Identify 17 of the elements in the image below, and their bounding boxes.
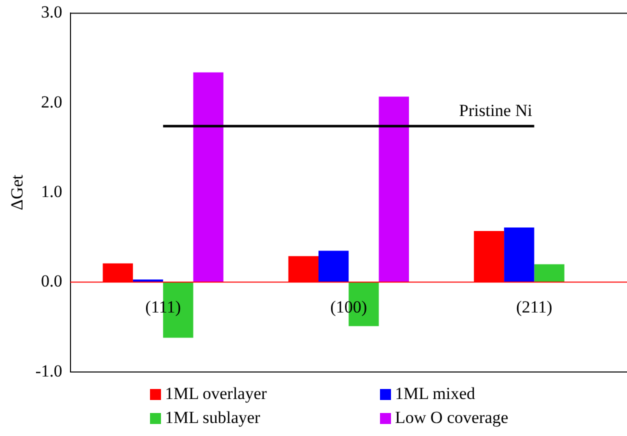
legend-label: 1ML sublayer <box>165 408 260 428</box>
bar <box>318 250 349 282</box>
bar <box>504 227 534 282</box>
bar <box>378 96 409 282</box>
y-tick-label: 2.0 <box>41 92 62 112</box>
legend-label: Low O coverage <box>395 408 508 428</box>
x-tick-label: (211) <box>516 298 552 317</box>
y-tick-label: -1.0 <box>35 361 62 380</box>
y-axis-title: ΔGet <box>8 174 27 210</box>
legend-label: 1ML overlayer <box>165 384 267 404</box>
y-tick-label: 3.0 <box>41 2 62 22</box>
legend-label: 1ML mixed <box>395 384 476 404</box>
bar <box>193 72 224 282</box>
y-tick-label: 0.0 <box>41 272 62 291</box>
bar <box>534 264 564 282</box>
y-tick-label: 1.0 <box>41 182 62 201</box>
ref-line-label: Pristine Ni <box>459 101 532 120</box>
